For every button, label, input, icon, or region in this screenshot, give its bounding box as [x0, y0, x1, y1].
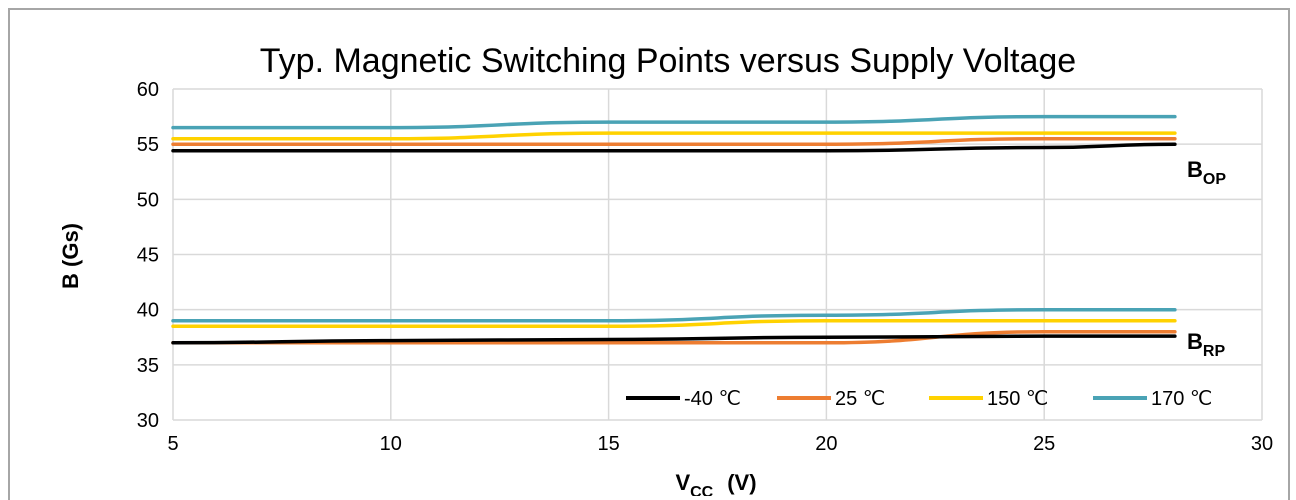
- y-tick-label: 60: [137, 79, 159, 101]
- legend: -40 ℃ 25 ℃ 150 ℃ 170 ℃: [626, 388, 1212, 410]
- series-line-bop-3: [171, 114, 1177, 130]
- y-axis-label: B (Gs): [58, 223, 83, 289]
- chart-title: Typ. Magnetic Switching Points versus Su…: [260, 42, 1076, 80]
- x-axis-label-unit: (V): [727, 470, 756, 495]
- legend-label: -40 ℃: [684, 388, 741, 410]
- series-line-bop-0: [171, 142, 1177, 153]
- annotation-bop-main: B: [1187, 157, 1203, 182]
- legend-label: 150 ℃: [987, 388, 1048, 410]
- y-tick-label: 40: [137, 300, 159, 322]
- x-tick-label: 20: [815, 433, 837, 455]
- y-tick-label: 50: [137, 189, 159, 211]
- series-line-brp-5: [171, 329, 1177, 345]
- x-tick-label: 25: [1033, 433, 1055, 455]
- y-tick-label: 45: [137, 245, 159, 267]
- y-tick-label: 30: [137, 410, 159, 432]
- x-tick-label: 5: [167, 433, 178, 455]
- annotation-brp-sub: RP: [1203, 343, 1226, 360]
- y-tick-label: 55: [137, 134, 159, 156]
- annotation-bop: BOP: [1187, 157, 1226, 188]
- x-tick-label: 30: [1251, 433, 1273, 455]
- x-axis-label: VCC (V): [675, 470, 756, 496]
- annotation-bop-sub: OP: [1203, 171, 1226, 188]
- series-lines: [171, 114, 1177, 345]
- legend-label: 170 ℃: [1151, 388, 1212, 410]
- x-axis-label-main: V: [675, 470, 690, 495]
- legend-label: 25 ℃: [835, 388, 885, 410]
- x-tick-label: 10: [380, 433, 402, 455]
- series-line-brp-6: [171, 318, 1177, 328]
- series-line-brp-7: [171, 307, 1177, 323]
- y-tick-labels: 30 35 40 45 50 55 60: [137, 79, 159, 432]
- x-axis-label-sub: CC: [690, 484, 714, 496]
- x-tick-labels: 5 10 15 20 25 30: [167, 433, 1273, 455]
- series-line-bop-2: [171, 131, 1177, 141]
- y-tick-label: 35: [137, 355, 159, 377]
- series-line-brp-4: [171, 334, 1177, 345]
- annotation-brp-main: B: [1187, 329, 1203, 354]
- annotation-brp: BRP: [1187, 329, 1225, 360]
- x-tick-label: 15: [597, 433, 619, 455]
- series-line-bop-1: [171, 136, 1177, 146]
